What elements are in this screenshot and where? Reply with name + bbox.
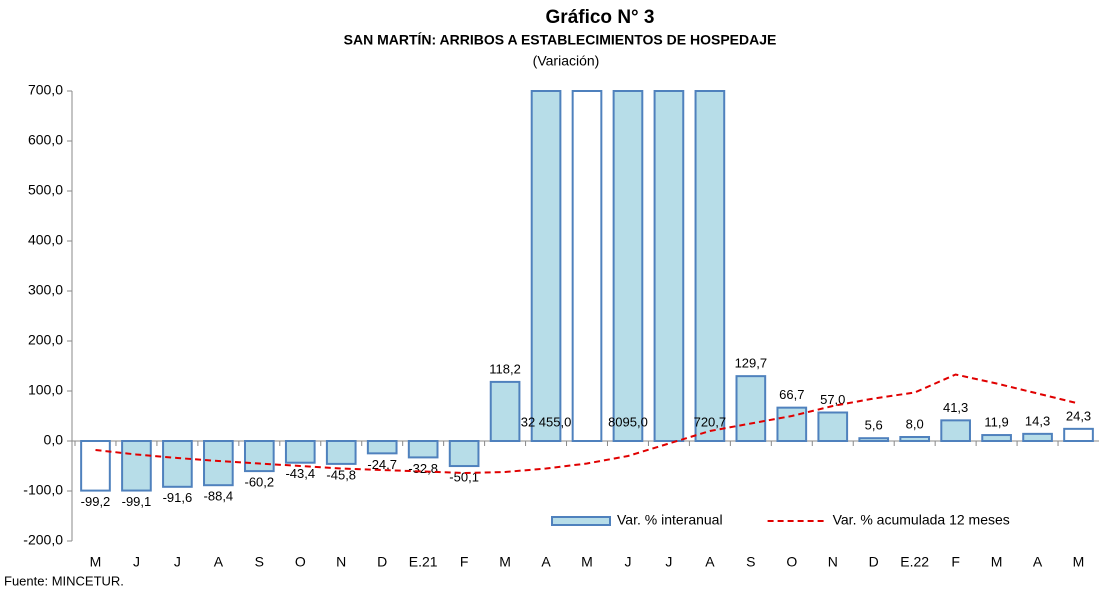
value-label: -43,4 (285, 466, 315, 481)
x-tick-label: M (90, 554, 102, 570)
y-tick-label: 500,0 (28, 182, 63, 198)
legend-label: Var. % interanual (617, 512, 723, 528)
bar (1022, 432, 1053, 443)
bar (571, 90, 603, 442)
bar (981, 434, 1012, 442)
x-tick-label: J (133, 554, 140, 570)
bar (284, 440, 316, 464)
x-tick-label: M (991, 554, 1003, 570)
bar (1063, 427, 1094, 443)
value-label: 41,3 (943, 400, 968, 415)
bar (817, 411, 849, 442)
x-tick-label: A (541, 554, 551, 570)
y-tick-label: 400,0 (28, 232, 63, 248)
value-label: 11,9 (984, 414, 1008, 429)
bar (530, 90, 562, 442)
legend-swatch (551, 516, 611, 526)
bar (735, 375, 767, 442)
value-label: 14,3 (1025, 413, 1050, 428)
x-tick-label: A (1033, 554, 1043, 570)
value-label: -88,4 (204, 489, 234, 504)
x-tick-label: J (665, 554, 672, 570)
value-label: -99,1 (122, 494, 152, 509)
x-tick-label: D (377, 554, 387, 570)
bar (776, 406, 808, 442)
y-tick-label: 600,0 (28, 132, 63, 148)
y-axis-label: (Variación) (533, 53, 600, 69)
bar (80, 440, 111, 492)
y-tick-label: 0,0 (44, 432, 64, 448)
value-label: 66,7 (779, 387, 804, 402)
x-tick-label: N (828, 554, 838, 570)
bar (612, 90, 644, 442)
value-label: -60,2 (244, 475, 274, 490)
y-tick-label: 100,0 (28, 382, 63, 398)
x-tick-label: J (174, 554, 181, 570)
bar (489, 380, 521, 442)
bar (448, 440, 480, 468)
x-tick-label: M (1073, 554, 1085, 570)
value-label: 5,6 (865, 418, 883, 433)
bar (243, 440, 275, 473)
x-tick-label: D (869, 554, 879, 570)
value-label: 57,0 (820, 392, 845, 407)
chart-title: Gráfico N° 3 (546, 7, 655, 28)
x-tick-label: J (624, 554, 631, 570)
bar (121, 440, 152, 492)
x-tick-label: S (746, 554, 755, 570)
source: Fuente: MINCETUR. (4, 573, 124, 588)
bar (162, 440, 193, 488)
x-tick-label: A (214, 554, 224, 570)
value-label: -24,7 (367, 457, 397, 472)
bar (325, 440, 357, 465)
y-tick-label: -100,0 (23, 482, 63, 498)
x-tick-label: N (336, 554, 346, 570)
bar (407, 440, 439, 459)
bar (858, 437, 890, 443)
legend-label: Var. % acumulada 12 meses (833, 512, 1010, 528)
y-tick-label: 200,0 (28, 332, 63, 348)
bar (694, 90, 726, 442)
x-tick-label: F (951, 554, 960, 570)
value-label: -50,1 (449, 469, 479, 484)
x-tick-label: O (786, 554, 797, 570)
value-label: 118,2 (489, 361, 521, 376)
x-tick-label: M (499, 554, 511, 570)
x-tick-label: E.22 (900, 554, 929, 570)
x-tick-label: M (581, 554, 593, 570)
bar (899, 436, 931, 442)
y-tick-label: -200,0 (23, 532, 63, 548)
bar (366, 440, 398, 455)
y-tick-label: 700,0 (28, 82, 63, 98)
value-label: 720,7 (694, 414, 727, 429)
y-tick-label: 300,0 (28, 282, 63, 298)
x-tick-label: S (255, 554, 264, 570)
value-label: 129,7 (735, 356, 768, 371)
value-label: -45,8 (326, 467, 356, 482)
x-tick-label: F (460, 554, 469, 570)
value-label: -99,2 (81, 494, 111, 509)
bar (203, 440, 234, 487)
bar (940, 419, 971, 443)
x-tick-label: E.21 (409, 554, 438, 570)
value-label: 8,0 (906, 416, 924, 431)
value-label: 8095,0 (608, 414, 648, 429)
chart-subtitle: SAN MARTÍN: ARRIBOS A ESTABLECIMIENTOS D… (344, 32, 777, 48)
value-label: -91,6 (163, 490, 193, 505)
line (95, 373, 1079, 475)
bar (653, 90, 685, 442)
value-label: -32,8 (408, 461, 438, 476)
value-label: 32 455,0 (521, 414, 572, 429)
value-label: 24,3 (1066, 408, 1091, 423)
x-tick-label: A (705, 554, 715, 570)
x-tick-label: O (295, 554, 306, 570)
